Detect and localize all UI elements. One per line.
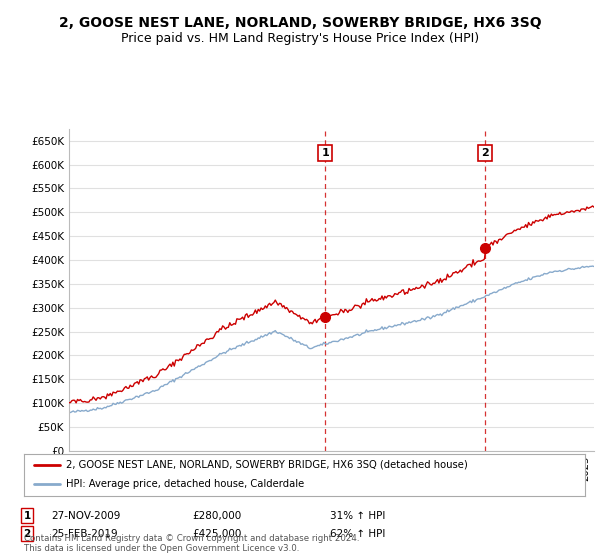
Text: Price paid vs. HM Land Registry's House Price Index (HPI): Price paid vs. HM Land Registry's House …	[121, 32, 479, 45]
Text: £425,000: £425,000	[192, 529, 241, 539]
Text: 25-FEB-2019: 25-FEB-2019	[51, 529, 118, 539]
Text: 27-NOV-2009: 27-NOV-2009	[51, 511, 121, 521]
Text: 62% ↑ HPI: 62% ↑ HPI	[330, 529, 385, 539]
Text: 1: 1	[322, 148, 329, 158]
Text: 1: 1	[23, 511, 31, 521]
Text: 2: 2	[23, 529, 31, 539]
Text: 2: 2	[481, 148, 488, 158]
Text: Contains HM Land Registry data © Crown copyright and database right 2024.
This d: Contains HM Land Registry data © Crown c…	[24, 534, 359, 553]
Text: HPI: Average price, detached house, Calderdale: HPI: Average price, detached house, Cald…	[66, 479, 304, 489]
Text: 31% ↑ HPI: 31% ↑ HPI	[330, 511, 385, 521]
Text: 2, GOOSE NEST LANE, NORLAND, SOWERBY BRIDGE, HX6 3SQ (detached house): 2, GOOSE NEST LANE, NORLAND, SOWERBY BRI…	[66, 460, 468, 470]
Text: £280,000: £280,000	[192, 511, 241, 521]
Text: 2, GOOSE NEST LANE, NORLAND, SOWERBY BRIDGE, HX6 3SQ: 2, GOOSE NEST LANE, NORLAND, SOWERBY BRI…	[59, 16, 541, 30]
